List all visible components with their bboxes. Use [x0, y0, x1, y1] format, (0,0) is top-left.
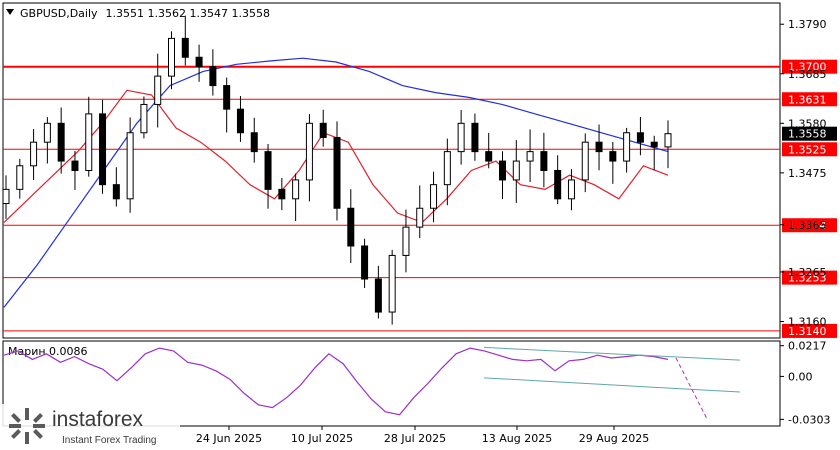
- price-tick-label: 1.3475: [788, 167, 827, 180]
- main-panel-frame: [2, 2, 781, 339]
- candle-body: [581, 141, 589, 181]
- price-tick-label: 1.3685: [788, 68, 827, 81]
- time-tick-label: 10 Jul 2025: [291, 432, 353, 445]
- level-label-box: [782, 142, 837, 157]
- level-label-box: [782, 270, 837, 285]
- osc-tick-label: 0.00: [788, 370, 813, 383]
- instaforex-logo-icon: [9, 408, 45, 444]
- candle-body: [512, 160, 520, 181]
- level-label: 1.3700: [788, 61, 827, 74]
- candle-body: [595, 141, 603, 153]
- candle-body: [664, 133, 672, 148]
- candle-body: [402, 226, 410, 256]
- candle-body: [99, 113, 107, 186]
- candle-body: [209, 66, 217, 87]
- candle-body: [540, 151, 548, 171]
- candle-body: [347, 207, 355, 247]
- price-tick-label: 1.3365: [788, 219, 827, 232]
- level-lines: 1.3700 1.3631 1.3525 1.3364 1.3253 1.3140: [3, 59, 837, 338]
- candle-body: [305, 122, 313, 181]
- candle-body: [388, 254, 396, 313]
- time-tick-label: 13 Aug 2025: [482, 432, 552, 445]
- candle-body: [223, 85, 231, 110]
- candle-body: [195, 56, 203, 68]
- candle-body: [609, 151, 617, 162]
- level-label-box: [782, 218, 837, 233]
- ma-slow-line: [3, 57, 669, 308]
- candle-body: [623, 132, 631, 162]
- candle-body: [650, 141, 658, 148]
- chart-title: GBPUSD,Daily 1.3551 1.3562 1.3547 1.3558: [20, 7, 270, 20]
- candle-body: [168, 37, 175, 77]
- candle-body: [499, 160, 506, 181]
- candle-body: [554, 170, 562, 200]
- candle-body: [85, 113, 93, 171]
- time-axis: 24 Jun 2025 10 Jul 2025 28 Jul 2025 13 Aug …: [196, 426, 649, 445]
- osc-tick-label: 0.0217: [788, 340, 827, 353]
- candles: [2, 15, 672, 325]
- level-label: 1.3140: [788, 325, 827, 338]
- current-price-label: 1.3558: [788, 128, 827, 141]
- price-tick-label: 1.3265: [788, 266, 827, 279]
- candle-body: [264, 151, 272, 190]
- candle-body: [636, 132, 644, 143]
- candle-body: [457, 122, 465, 153]
- dropdown-triangle-icon[interactable]: [6, 9, 14, 15]
- level-label-box: [782, 59, 837, 74]
- level-label-box: [782, 323, 837, 338]
- candle-body: [361, 245, 369, 280]
- lower-trendline: [483, 377, 741, 393]
- candle-body: [112, 184, 120, 200]
- candle-body: [140, 103, 148, 134]
- candle-body: [416, 207, 424, 228]
- oscillator-panel-frame: [2, 340, 781, 427]
- upper-trendline: [483, 346, 741, 361]
- candle-body: [443, 151, 451, 186]
- candle-body: [57, 122, 65, 162]
- broker-logo: instaforex Instant Forex Trading: [2, 404, 180, 448]
- level-label: 1.3631: [788, 93, 827, 106]
- candle-body: [485, 151, 493, 162]
- oscillator-line: [3, 347, 669, 416]
- candle-body: [250, 132, 258, 153]
- candle-body: [292, 179, 300, 200]
- time-tick-label: 29 Aug 2025: [579, 432, 649, 445]
- level-label-box: [782, 92, 837, 107]
- projection-line: [675, 357, 708, 420]
- candle-body: [319, 122, 327, 138]
- time-tick-label: 28 Jul 2025: [384, 432, 446, 445]
- price-tick-label: 1.3160: [788, 315, 827, 328]
- candle-body: [16, 165, 24, 190]
- level-label: 1.3253: [788, 272, 827, 285]
- chart-frames: [2, 2, 781, 427]
- level-label: 1.3525: [788, 143, 827, 156]
- logo-name: instaforex: [52, 408, 144, 431]
- price-axis: 1.37901.36851.35801.34751.33651.32651.31…: [780, 18, 837, 328]
- candle-body: [154, 75, 162, 105]
- candle-body: [236, 108, 244, 134]
- time-tick-label: 24 Jun 2025: [196, 432, 262, 445]
- candle-body: [430, 184, 438, 209]
- chart-header: GBPUSD,Daily 1.3551 1.3562 1.3547 1.3558: [6, 7, 270, 20]
- candle-body: [526, 151, 534, 162]
- candle-body: [471, 122, 479, 153]
- candle-body: [374, 278, 382, 313]
- current-price-box: [782, 126, 837, 141]
- oscillator-title: Марин 0.0086: [8, 345, 88, 358]
- candle-body: [333, 136, 341, 209]
- logo-tagline: Instant Forex Trading: [62, 435, 157, 446]
- candle-body: [43, 122, 51, 143]
- oscillator-panel: Марин 0.0086 0.0217 0.00 -0.0303: [3, 340, 830, 426]
- candle-body: [2, 188, 10, 205]
- level-label: 1.3364: [788, 219, 827, 232]
- candle-body: [278, 188, 286, 200]
- osc-tick-label: -0.0303: [788, 413, 830, 426]
- candle-body: [181, 37, 189, 58]
- candle-body: [71, 160, 79, 172]
- price-tick-label: 1.3790: [788, 18, 827, 31]
- candle-body: [126, 132, 134, 200]
- candle-body: [30, 141, 38, 167]
- candle-body: [567, 179, 575, 200]
